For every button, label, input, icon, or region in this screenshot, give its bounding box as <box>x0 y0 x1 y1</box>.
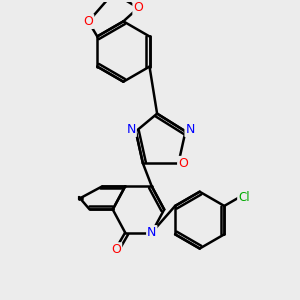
Text: O: O <box>178 157 188 170</box>
Text: N: N <box>185 123 195 136</box>
Text: O: O <box>83 15 93 28</box>
Text: O: O <box>133 2 143 14</box>
Text: N: N <box>127 123 136 136</box>
Text: O: O <box>111 243 121 256</box>
Text: N: N <box>147 226 157 239</box>
Text: Cl: Cl <box>238 190 250 204</box>
